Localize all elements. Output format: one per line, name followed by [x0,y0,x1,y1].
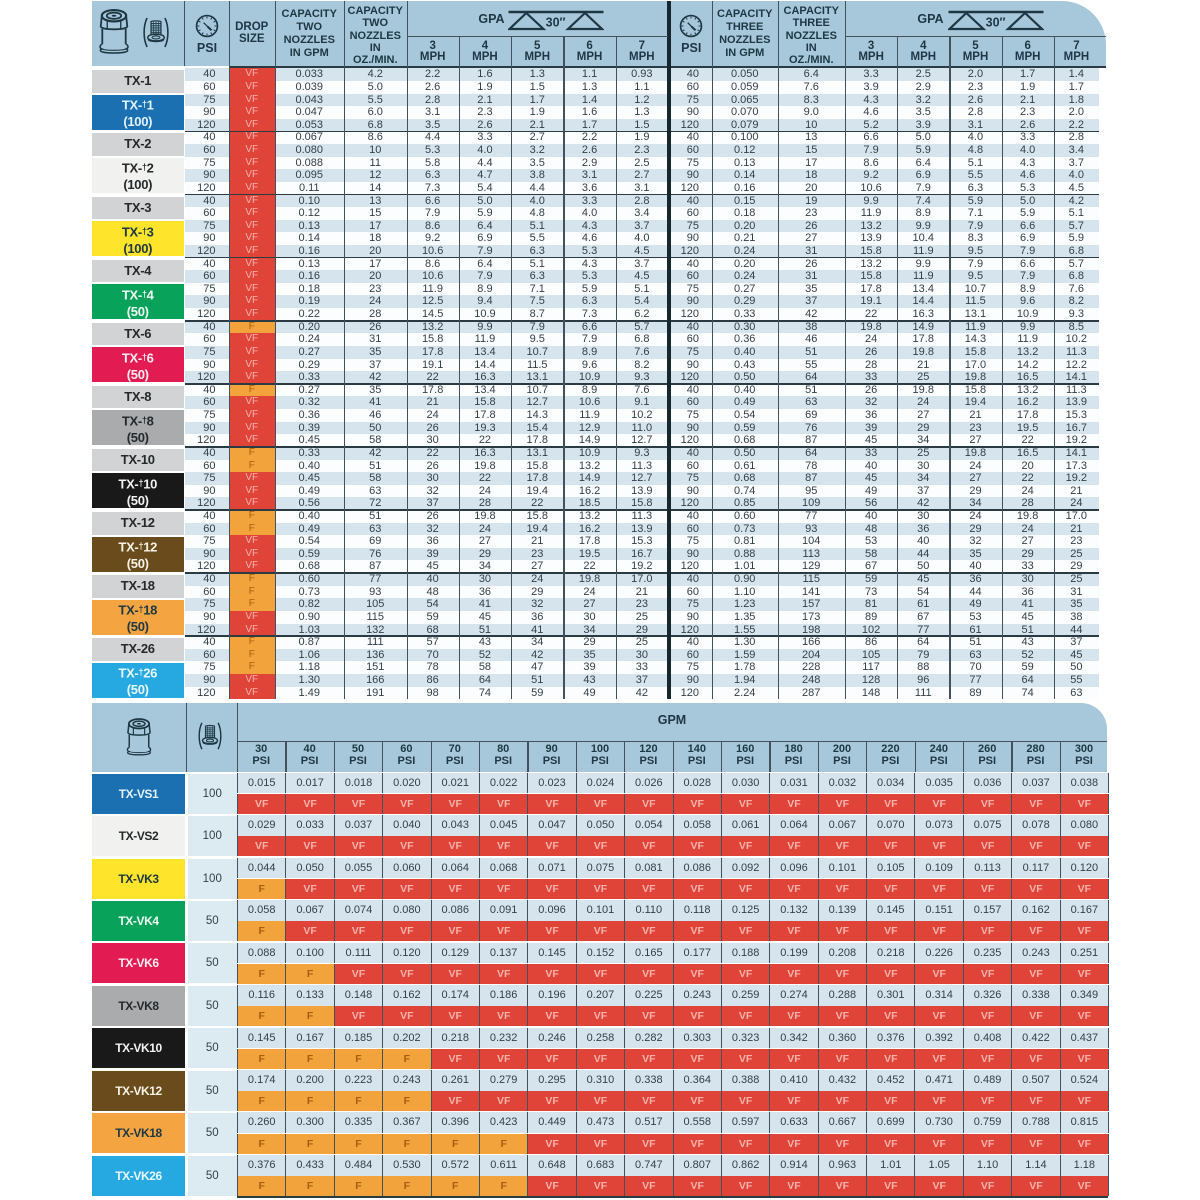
svg-text:30″: 30″ [986,16,1006,30]
svg-text:30″: 30″ [546,16,566,30]
